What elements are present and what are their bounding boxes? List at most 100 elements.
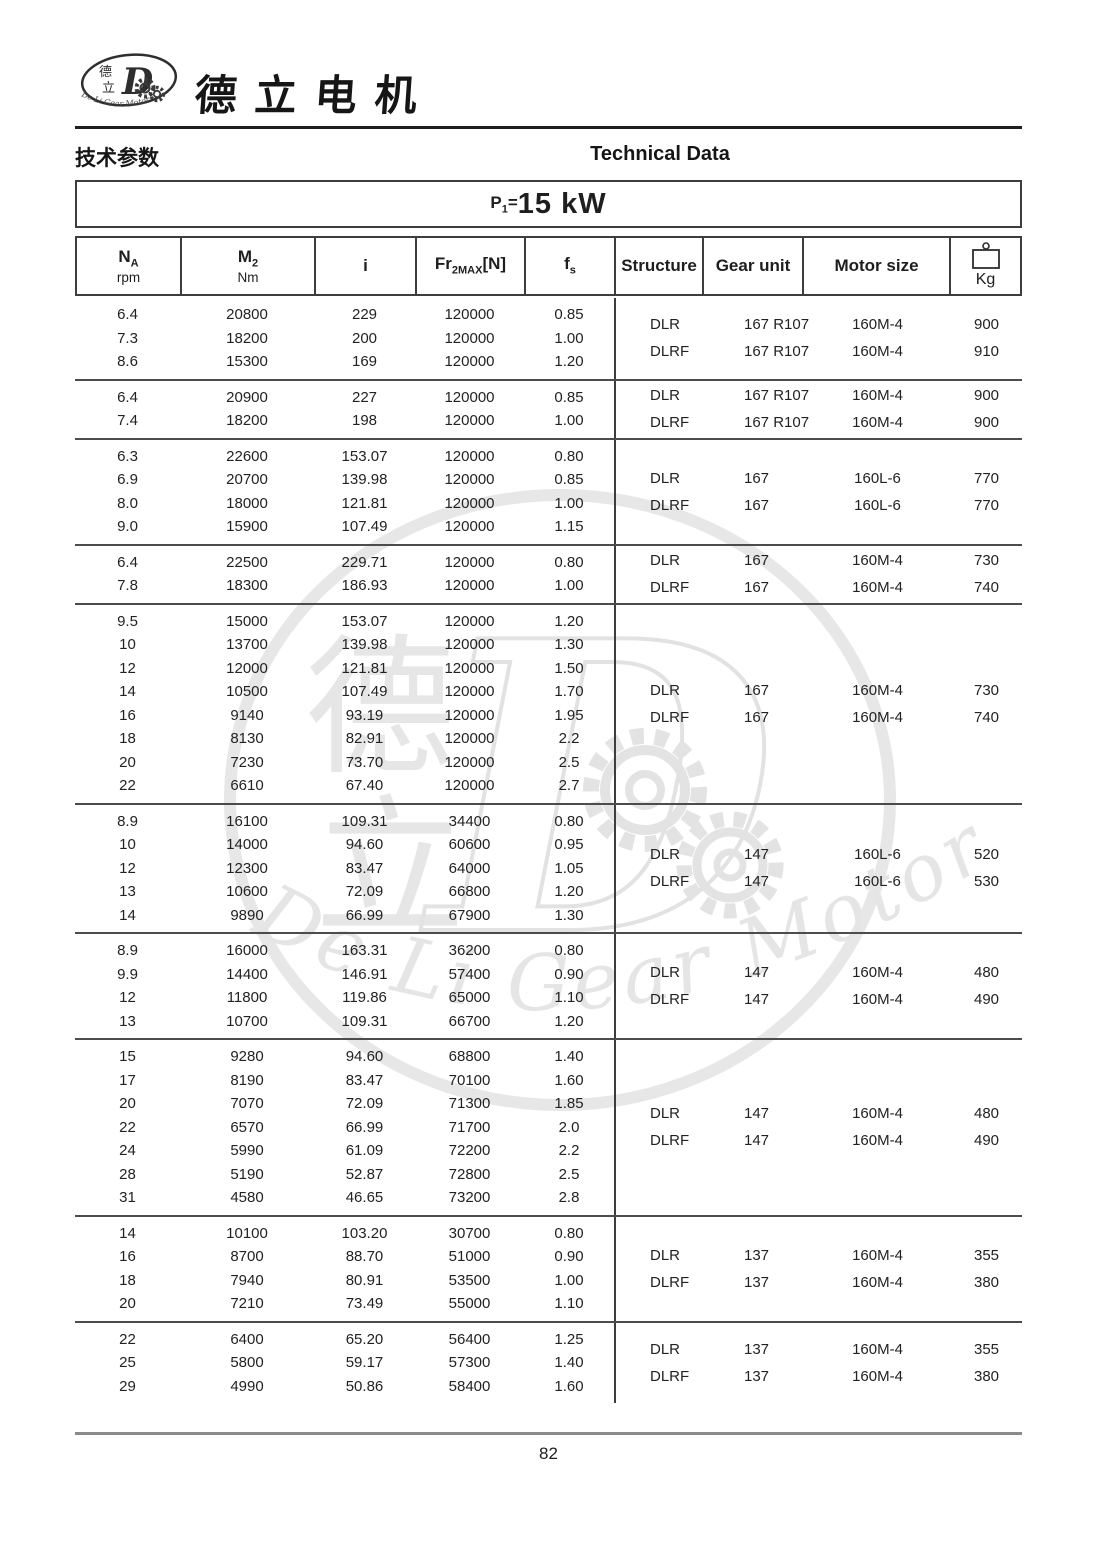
data-cell: 120000 xyxy=(444,577,495,595)
block-left: 6.4 20800 229 120000 0.85 7.3 18200 200 120000 1.… xyxy=(75,298,614,379)
spec-cell: 900 xyxy=(973,316,1000,334)
section-title-en: Technical Data xyxy=(590,143,730,165)
data-cell: 65.20 xyxy=(345,1330,384,1348)
data-cell: 4990 xyxy=(230,1377,264,1395)
data-cell: 1.20 xyxy=(554,1012,584,1030)
data-cell: 9.5 xyxy=(117,612,138,630)
column-header-gear-unit: Gear unit xyxy=(704,238,804,294)
data-cell: 2.2 xyxy=(558,1142,580,1160)
spec-cell: 160M-4 xyxy=(852,1367,903,1385)
data-cell: 50.86 xyxy=(345,1377,384,1395)
data-cell: 1.60 xyxy=(554,1071,584,1089)
data-cell: 0.90 xyxy=(554,1248,584,1266)
spec-cell: 740 xyxy=(973,708,1000,726)
data-cell: 15000 xyxy=(226,612,268,630)
data-cell: 16000 xyxy=(226,942,268,960)
spec-cell: 730 xyxy=(973,552,1000,569)
spec-cell: DLR xyxy=(650,1246,681,1264)
data-row: 6.3 22600 153.07 120000 0.80 xyxy=(75,445,614,469)
block-left: 6.3 22600 153.07 120000 0.80 6.9 20700 139.98 12… xyxy=(75,440,614,544)
spec-cell: DLR xyxy=(650,1340,681,1358)
spec-cell: 160M-4 xyxy=(852,1105,903,1123)
column-header-fs: fs xyxy=(526,238,616,294)
data-row: 6.4 22500 229.71 120000 0.80 xyxy=(75,551,614,575)
data-cell: 120000 xyxy=(444,447,495,465)
spec-cell: 167 R107 xyxy=(744,414,810,431)
data-cell: 139.98 xyxy=(341,636,388,654)
table-block: 8.9 16100 109.31 34400 0.80 10 14000 94.60 60600… xyxy=(75,804,1022,934)
data-cell: 10600 xyxy=(226,883,268,901)
data-cell: 1.60 xyxy=(554,1377,584,1395)
data-row: 14 10100 103.20 30700 0.80 xyxy=(75,1222,614,1246)
data-row: 22 6570 66.99 71700 2.0 xyxy=(75,1116,614,1140)
data-row: 22 6610 67.40 120000 2.7 xyxy=(75,774,614,798)
data-row: 8.0 18000 121.81 120000 1.00 xyxy=(75,492,614,516)
spec-cell: 137 xyxy=(744,1246,770,1264)
logo-letter: D xyxy=(121,61,153,103)
spec-row: DLRF 137 160M-4 380 xyxy=(616,1269,1022,1296)
block-right: DLR 137 160M-4 355 DLRF 137 160M-4 380 xyxy=(614,1322,1022,1403)
watermark-char-bottom: 立 xyxy=(315,782,465,956)
block-right: DLR 167 160M-4 730 DLRF 167 160M-4 740 xyxy=(614,604,1022,803)
data-row: 22 6400 65.20 56400 1.25 xyxy=(75,1328,614,1352)
spec-cell: 160M-4 xyxy=(852,708,903,726)
data-cell: 0.80 xyxy=(554,1224,584,1242)
data-cell: 17 xyxy=(119,1071,136,1089)
spec-cell: 480 xyxy=(973,1105,1000,1123)
spec-row: DLR 147 160M-4 480 xyxy=(616,1100,1022,1127)
spec-cell: DLRF xyxy=(650,1132,690,1150)
spec-cell: DLR xyxy=(650,1105,681,1123)
data-row: 16 8700 88.70 51000 0.90 xyxy=(75,1245,614,1269)
data-cell: 12300 xyxy=(226,859,268,877)
data-row: 29 4990 50.86 58400 1.60 xyxy=(75,1375,614,1399)
data-cell: 2.7 xyxy=(558,777,580,795)
data-cell: 11800 xyxy=(226,989,268,1007)
block-left: 6.4 20900 227 120000 0.85 7.4 18200 198 120000 1.… xyxy=(75,381,614,438)
spec-cell: 730 xyxy=(973,681,1000,699)
data-cell: 73.70 xyxy=(345,753,384,771)
data-cell: 68800 xyxy=(448,1048,491,1066)
spec-cell: 160M-4 xyxy=(852,316,903,334)
data-cell: 70100 xyxy=(448,1071,491,1089)
data-cell: 15300 xyxy=(226,353,268,371)
table-block: 14 10100 103.20 30700 0.80 16 8700 88.70 51000 0.… xyxy=(75,1216,1022,1323)
data-cell: 120000 xyxy=(444,329,495,347)
data-cell: 18200 xyxy=(226,412,268,430)
spec-cell: 167 R107 xyxy=(744,316,810,334)
block-left: 8.9 16100 109.31 34400 0.80 10 14000 94.60 60600… xyxy=(75,805,614,933)
data-row: 16 9140 93.19 120000 1.95 xyxy=(75,704,614,728)
data-row: 14 10500 107.49 120000 1.70 xyxy=(75,680,614,704)
spec-cell: 137 xyxy=(744,1273,770,1291)
data-cell: 7.3 xyxy=(117,329,138,347)
data-cell: 72.09 xyxy=(345,1095,384,1113)
spec-cell: 770 xyxy=(973,496,1000,514)
spec-cell: DLRF xyxy=(650,496,690,514)
spec-cell: DLRF xyxy=(650,873,690,891)
spec-row: DLR 137 160M-4 355 xyxy=(616,1336,1022,1363)
data-cell: 227 xyxy=(351,388,378,406)
data-cell: 1.10 xyxy=(554,989,584,1007)
block-left: 8.9 16000 163.31 36200 0.80 9.9 14400 146.91 574… xyxy=(75,934,614,1038)
block-right: DLR 167 R107 160M-4 900 DLRF 167 R107 160M-4 90… xyxy=(614,380,1022,438)
spec-cell: 380 xyxy=(973,1367,1000,1385)
spec-cell: DLR xyxy=(650,316,681,334)
data-cell: 7230 xyxy=(230,753,264,771)
spec-row: DLR 167 R107 160M-4 900 xyxy=(616,382,1022,409)
data-cell: 7.8 xyxy=(117,577,138,595)
spec-row: DLRF 167 160L-6 770 xyxy=(616,492,1022,519)
spec-cell: 147 xyxy=(744,991,770,1008)
data-cell: 120000 xyxy=(444,706,495,724)
spec-cell: 147 xyxy=(744,1105,770,1123)
data-cell: 30700 xyxy=(448,1224,491,1242)
column-header-m2: M2 Nm xyxy=(182,238,316,294)
data-cell: 57300 xyxy=(448,1354,491,1372)
block-left: 9.5 15000 153.07 120000 1.20 10 13700 139.98 120… xyxy=(75,605,614,803)
data-cell: 25 xyxy=(119,1354,136,1372)
spec-cell: DLR xyxy=(650,681,681,699)
data-cell: 94.60 xyxy=(345,836,384,854)
data-cell: 13 xyxy=(119,883,136,901)
data-cell: 0.85 xyxy=(554,471,584,489)
spec-cell: 160M-4 xyxy=(852,681,903,699)
data-cell: 14 xyxy=(119,906,136,924)
data-cell: 1.15 xyxy=(554,518,584,536)
